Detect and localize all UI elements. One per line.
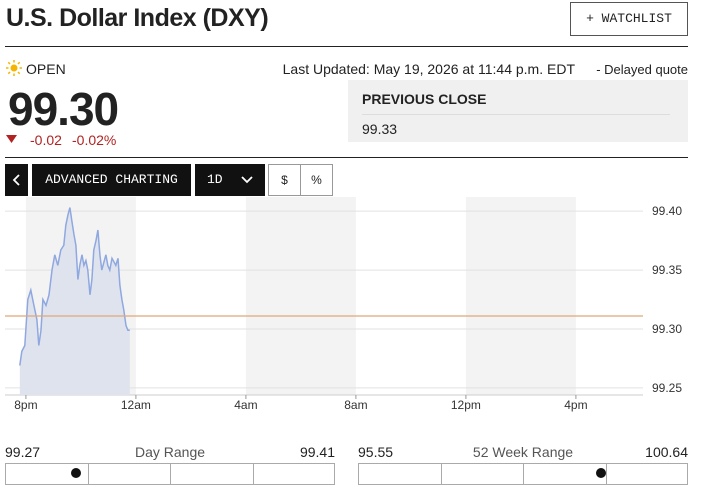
x-tick-label: 8am bbox=[344, 398, 367, 412]
x-tick-label: 4pm bbox=[564, 398, 587, 412]
previous-close-label: PREVIOUS CLOSE bbox=[362, 91, 487, 107]
x-tick-label: 12am bbox=[121, 398, 151, 412]
title: U.S. Dollar Index (DXY) bbox=[6, 4, 269, 32]
chart: 99.25 99.30 99.35 99.40 8pm 12am 4am 8am 12pm 4pm bbox=[5, 197, 682, 412]
range-divider bbox=[170, 464, 171, 484]
area bbox=[19, 207, 130, 395]
y-tick-label: 99.25 bbox=[652, 381, 682, 395]
x-tick-label: 8pm bbox=[14, 398, 37, 412]
y-tick-label: 99.40 bbox=[652, 204, 682, 218]
range-marker bbox=[596, 468, 607, 478]
divider bbox=[362, 114, 670, 115]
range-divider bbox=[440, 464, 442, 484]
range-divider bbox=[252, 464, 254, 484]
advanced-charting-button[interactable]: ADVANCED CHARTING bbox=[32, 164, 191, 196]
price-line bbox=[19, 207, 130, 366]
range-high: 100.64 bbox=[645, 444, 688, 460]
price: 99.30 bbox=[8, 83, 119, 135]
sun-icon bbox=[6, 60, 22, 76]
range-low: 99.27 bbox=[5, 444, 41, 460]
change: -0.02 bbox=[30, 132, 62, 148]
divider bbox=[5, 46, 688, 47]
previous-close-box bbox=[348, 80, 688, 142]
range-low: 95.55 bbox=[358, 444, 394, 460]
divider bbox=[5, 157, 688, 158]
x-tick-label: 4am bbox=[234, 398, 257, 412]
change-percent: -0.02% bbox=[72, 132, 117, 148]
range-divider bbox=[523, 464, 524, 484]
percent-button[interactable]: % bbox=[300, 164, 333, 196]
range-label: Day Range bbox=[134, 444, 206, 460]
interval-dropdown[interactable]: 1D bbox=[195, 164, 265, 196]
range-divider bbox=[605, 464, 607, 484]
down-arrow bbox=[6, 135, 17, 143]
range-marker bbox=[70, 468, 81, 478]
range-label: 52 Week Range bbox=[472, 444, 574, 460]
last-updated: Last Updated: May 19, 2026 at 11:44 p.m.… bbox=[282, 61, 575, 77]
quote-type: - Delayed quote bbox=[596, 62, 688, 77]
y-tick-label: 99.35 bbox=[652, 263, 682, 277]
y-tick-label: 99.30 bbox=[652, 322, 682, 336]
dollar-button[interactable]: $ bbox=[268, 164, 301, 196]
watchlist-button[interactable]: + WATCHLIST bbox=[570, 2, 688, 36]
previous-close-value: 99.33 bbox=[362, 121, 398, 137]
x-tick-label: 12pm bbox=[451, 398, 481, 412]
interval-label: 1D bbox=[207, 172, 223, 187]
range-divider bbox=[87, 464, 89, 484]
session-band bbox=[465, 197, 576, 395]
back-button[interactable] bbox=[5, 164, 28, 196]
session-band bbox=[245, 197, 356, 395]
market-state: OPEN bbox=[26, 61, 66, 77]
range-high: 99.41 bbox=[299, 444, 335, 460]
